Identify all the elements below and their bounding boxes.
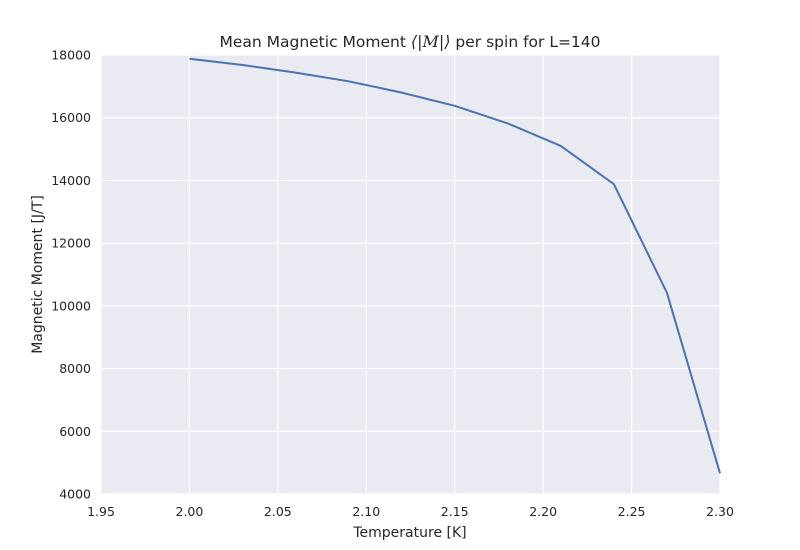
y-tick-label: 18000 (51, 48, 91, 63)
y-tick-label: 12000 (51, 236, 91, 251)
grid-lines (100, 54, 721, 495)
x-tick-label: 2.15 (441, 504, 469, 519)
x-tick-label: 2.10 (352, 504, 380, 519)
y-tick-label: 4000 (59, 487, 91, 502)
x-tick-labels: 1.95 2.00 2.05 2.10 2.15 2.20 2.25 2.30 (87, 504, 734, 519)
y-tick-labels: 4000 6000 8000 10000 12000 14000 16000 18000 (51, 48, 91, 502)
series-layer (189, 57, 721, 474)
chart-title-prefix: Mean Magnetic Moment (219, 33, 410, 51)
x-tick-label: 2.30 (706, 504, 734, 519)
x-tick-label: 2.05 (264, 504, 292, 519)
y-tick-label: 16000 (51, 110, 91, 125)
series-line (189, 57, 721, 474)
y-tick-label: 8000 (59, 361, 91, 376)
chart-title: Mean Magnetic Moment ⟨|M|⟩ per spin for … (219, 32, 600, 51)
x-tick-label: 2.20 (529, 504, 557, 519)
y-tick-label: 6000 (59, 424, 91, 439)
x-tick-label: 1.95 (87, 504, 115, 519)
plot-background (101, 55, 720, 494)
x-tick-label: 2.00 (176, 504, 204, 519)
x-tick-label: 2.25 (618, 504, 646, 519)
chart-title-suffix: per spin for L=140 (451, 33, 601, 51)
y-axis-label: Magnetic Moment [J/T] (30, 195, 46, 354)
y-tick-label: 10000 (51, 298, 91, 313)
x-axis-label: Temperature [K] (352, 525, 466, 541)
chart-title-math: ⟨|M|⟩ (411, 32, 451, 51)
y-tick-label: 14000 (51, 173, 91, 188)
